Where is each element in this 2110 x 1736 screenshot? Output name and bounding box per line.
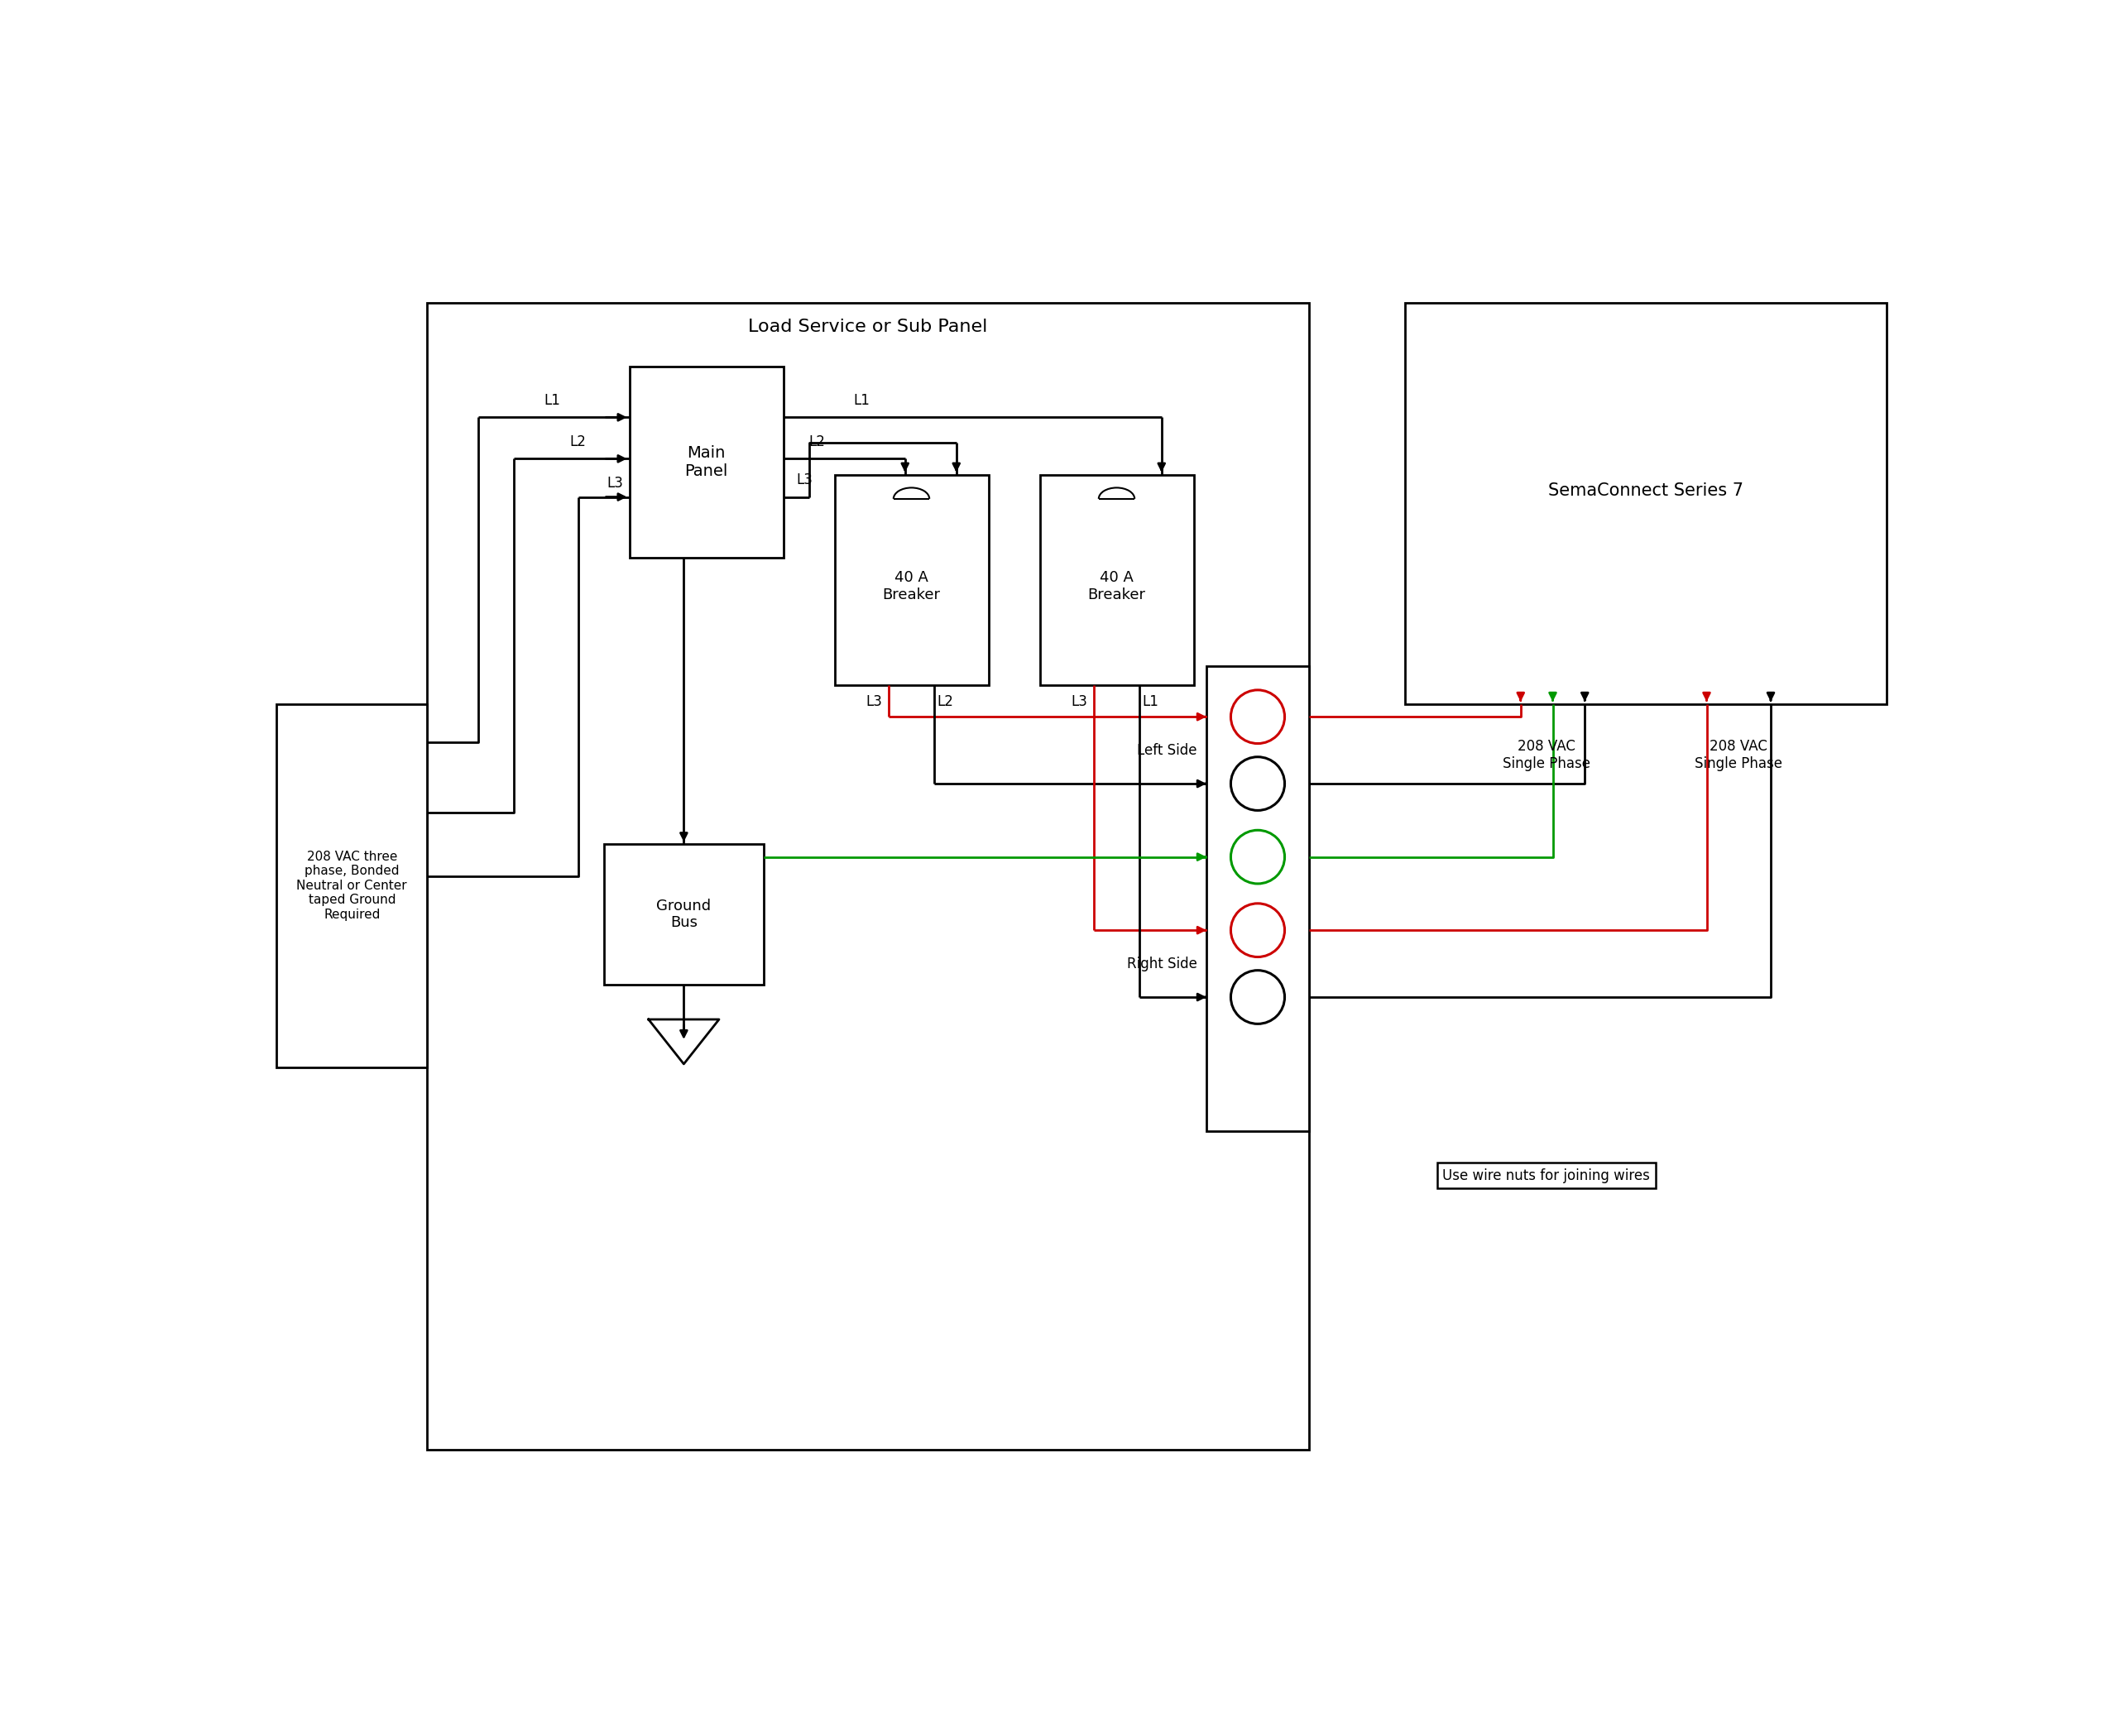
Bar	[1040, 474, 1194, 686]
Bar	[1405, 302, 1886, 705]
Text: L3: L3	[795, 472, 812, 488]
Bar	[833, 474, 987, 686]
Bar	[1207, 667, 1308, 1130]
Text: Main
Panel: Main Panel	[684, 444, 728, 479]
Text: 40 A
Breaker: 40 A Breaker	[882, 569, 941, 602]
Text: L3: L3	[865, 694, 882, 710]
Text: 40 A
Breaker: 40 A Breaker	[1087, 569, 1146, 602]
Text: 208 VAC
Single Phase: 208 VAC Single Phase	[1502, 740, 1591, 771]
Text: L2: L2	[808, 434, 825, 450]
Bar	[426, 302, 1308, 1450]
Text: 208 VAC three
phase, Bonded
Neutral or Center
taped Ground
Required: 208 VAC three phase, Bonded Neutral or C…	[298, 851, 407, 920]
Text: Left Side: Left Side	[1137, 743, 1196, 757]
Text: SemaConnect Series 7: SemaConnect Series 7	[1549, 483, 1743, 498]
Bar	[603, 844, 764, 984]
Text: L2: L2	[937, 694, 954, 710]
Bar	[629, 366, 783, 557]
Text: L3: L3	[1072, 694, 1089, 710]
Text: L2: L2	[570, 434, 587, 450]
Text: L1: L1	[855, 392, 869, 408]
Text: Ground
Bus: Ground Bus	[656, 898, 711, 930]
Text: Load Service or Sub Panel: Load Service or Sub Panel	[749, 318, 987, 335]
Text: Right Side: Right Side	[1127, 957, 1196, 970]
Text: L3: L3	[608, 476, 622, 491]
Text: L1: L1	[544, 392, 561, 408]
Text: L1: L1	[1142, 694, 1158, 710]
Bar	[276, 705, 426, 1068]
Text: 208 VAC
Single Phase: 208 VAC Single Phase	[1694, 740, 1783, 771]
Text: Use wire nuts for joining wires: Use wire nuts for joining wires	[1443, 1168, 1650, 1182]
